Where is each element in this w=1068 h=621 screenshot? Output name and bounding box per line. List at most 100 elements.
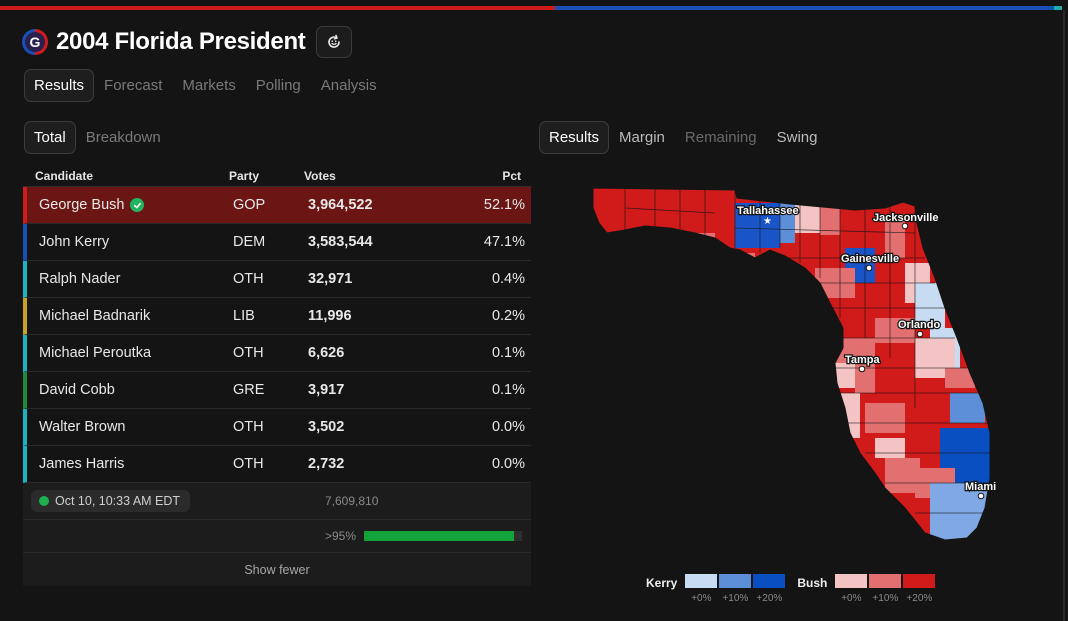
candidate-pct: 0.4% bbox=[491, 271, 525, 287]
live-dot-icon bbox=[39, 496, 49, 506]
tab-breakdown[interactable]: Breakdown bbox=[85, 129, 161, 146]
candidate-name: David Cobb bbox=[39, 382, 115, 398]
legend-swatch bbox=[719, 574, 752, 588]
candidate-party: OTH bbox=[233, 419, 264, 435]
candidate-pct: 0.1% bbox=[491, 345, 525, 361]
right-divider bbox=[1063, 10, 1065, 621]
candidate-party: OTH bbox=[233, 271, 264, 287]
candidate-votes: 32,971 bbox=[308, 271, 353, 287]
tab-map-margin[interactable]: Margin bbox=[619, 129, 665, 146]
timestamp: Oct 10, 10:33 AM EDT bbox=[55, 494, 181, 508]
candidate-party: GOP bbox=[233, 197, 266, 213]
legend-kerry-label: Kerry bbox=[646, 576, 678, 590]
candidate-party: GRE bbox=[233, 382, 265, 398]
county-borders bbox=[624, 188, 990, 514]
top-accent-bar bbox=[0, 6, 1062, 10]
header-candidate: Candidate bbox=[35, 169, 94, 183]
timestamp-badge: Oct 10, 10:33 AM EDT bbox=[31, 490, 191, 512]
city-label-gainesville: Gainesville bbox=[841, 253, 899, 265]
candidate-party: DEM bbox=[233, 234, 266, 250]
table-row[interactable]: Ralph Nader OTH 32,971 0.4% bbox=[23, 261, 531, 298]
candidate-pct: 52.1% bbox=[483, 197, 525, 213]
city-label-tallahassee: Tallahassee bbox=[737, 205, 799, 217]
tab-analysis[interactable]: Analysis bbox=[320, 77, 377, 94]
legend-kerry-swatches: +0% +10% +20% bbox=[685, 574, 786, 604]
city-dot-icon bbox=[977, 492, 985, 500]
city-label-miami: Miami bbox=[965, 481, 996, 493]
tab-markets[interactable]: Markets bbox=[182, 77, 236, 94]
header-votes: Votes bbox=[304, 169, 336, 183]
legend-tick: +20% bbox=[906, 593, 933, 604]
table-row[interactable]: Walter Brown OTH 3,502 0.0% bbox=[23, 409, 531, 446]
legend-swatch bbox=[685, 574, 718, 588]
reporting-progress-fill bbox=[364, 531, 515, 541]
reporting-row: >95% bbox=[23, 520, 531, 553]
city-label-orlando: Orlando bbox=[898, 319, 940, 331]
results-table: Candidate Party Votes Pct George Bush GO… bbox=[23, 166, 531, 586]
page-header: G 2004 Florida President bbox=[22, 26, 352, 58]
capital-star-icon: ★ bbox=[763, 216, 772, 227]
legend-tick: +10% bbox=[722, 593, 749, 604]
candidate-name: John Kerry bbox=[39, 234, 110, 250]
legend-swatch bbox=[903, 574, 936, 588]
candidate-party: OTH bbox=[233, 456, 264, 472]
table-tabs: Total Breakdown bbox=[24, 121, 171, 154]
florida-county-map[interactable]: Tallahassee Jacksonville Gainesville Orl… bbox=[585, 178, 1005, 573]
candidate-rows: George Bush GOP 3,964,522 52.1% John Ker… bbox=[23, 187, 531, 483]
show-fewer-button[interactable]: Show fewer bbox=[23, 553, 531, 586]
candidate-party: OTH bbox=[233, 345, 264, 361]
tab-forecast[interactable]: Forecast bbox=[104, 77, 163, 94]
map-city-labels: Tallahassee Jacksonville Gainesville Orl… bbox=[736, 204, 998, 495]
map-legend: Kerry +0% +10% +20% Bush +0% +10% +20% bbox=[646, 574, 947, 604]
candidate-votes: 6,626 bbox=[308, 345, 345, 361]
map-tabs: Results Margin Remaining Swing bbox=[539, 121, 827, 154]
candidate-name: Michael Badnarik bbox=[39, 308, 151, 324]
candidate-pct: 47.1% bbox=[483, 234, 525, 250]
dem-share-bar bbox=[555, 6, 1054, 10]
city-dot-icon bbox=[858, 365, 866, 373]
tab-total[interactable]: Total bbox=[24, 121, 76, 154]
candidate-name: Michael Peroutka bbox=[39, 345, 152, 361]
candidate-pct: 0.0% bbox=[491, 419, 525, 435]
site-logo[interactable]: G bbox=[22, 29, 48, 55]
tab-map-remaining[interactable]: Remaining bbox=[684, 129, 757, 146]
legend-tick: +0% bbox=[691, 593, 712, 604]
tab-map-swing[interactable]: Swing bbox=[776, 129, 818, 146]
candidate-name: Ralph Nader bbox=[39, 271, 121, 287]
candidate-votes: 3,964,522 bbox=[308, 197, 373, 213]
table-row[interactable]: Michael Badnarik LIB 11,996 0.2% bbox=[23, 298, 531, 335]
legend-bush-label: Bush bbox=[797, 576, 828, 590]
table-row[interactable]: James Harris OTH 2,732 0.0% bbox=[23, 446, 531, 483]
legend-swatch bbox=[753, 574, 786, 588]
candidate-votes: 2,732 bbox=[308, 456, 345, 472]
tab-results[interactable]: Results bbox=[24, 69, 95, 102]
table-row[interactable]: John Kerry DEM 3,583,544 47.1% bbox=[23, 224, 531, 261]
winner-check-icon bbox=[130, 198, 145, 212]
table-row[interactable]: David Cobb GRE 3,917 0.1% bbox=[23, 372, 531, 409]
main-tabs: Results Forecast Markets Polling Analysi… bbox=[24, 69, 387, 102]
table-row[interactable]: George Bush GOP 3,964,522 52.1% bbox=[23, 187, 531, 224]
table-footer: Oct 10, 10:33 AM EDT 7,609,810 bbox=[23, 483, 531, 520]
city-label-jacksonville: Jacksonville bbox=[873, 212, 938, 224]
city-dot-icon bbox=[901, 222, 909, 230]
candidate-name: James Harris bbox=[39, 456, 125, 472]
logo-letter: G bbox=[25, 32, 45, 52]
city-label-tampa: Tampa bbox=[845, 354, 881, 366]
legend-tick: +10% bbox=[872, 593, 899, 604]
table-header: Candidate Party Votes Pct bbox=[23, 166, 531, 187]
page-title: 2004 Florida President bbox=[56, 28, 306, 55]
tab-polling[interactable]: Polling bbox=[255, 77, 301, 94]
header-pct: Pct bbox=[502, 169, 521, 183]
legend-tick: +20% bbox=[756, 593, 783, 604]
legend-bush-swatches: +0% +10% +20% bbox=[835, 574, 936, 604]
legend-tick: +0% bbox=[841, 593, 862, 604]
table-row[interactable]: Michael Peroutka OTH 6,626 0.1% bbox=[23, 335, 531, 372]
county-regions bbox=[593, 188, 990, 540]
legend-swatch bbox=[835, 574, 868, 588]
refresh-button[interactable] bbox=[315, 26, 352, 58]
tab-map-results[interactable]: Results bbox=[539, 121, 610, 154]
refresh-icon bbox=[327, 34, 340, 48]
legend-swatch bbox=[869, 574, 902, 588]
candidate-party: LIB bbox=[233, 308, 255, 324]
candidate-votes: 3,502 bbox=[308, 419, 345, 435]
